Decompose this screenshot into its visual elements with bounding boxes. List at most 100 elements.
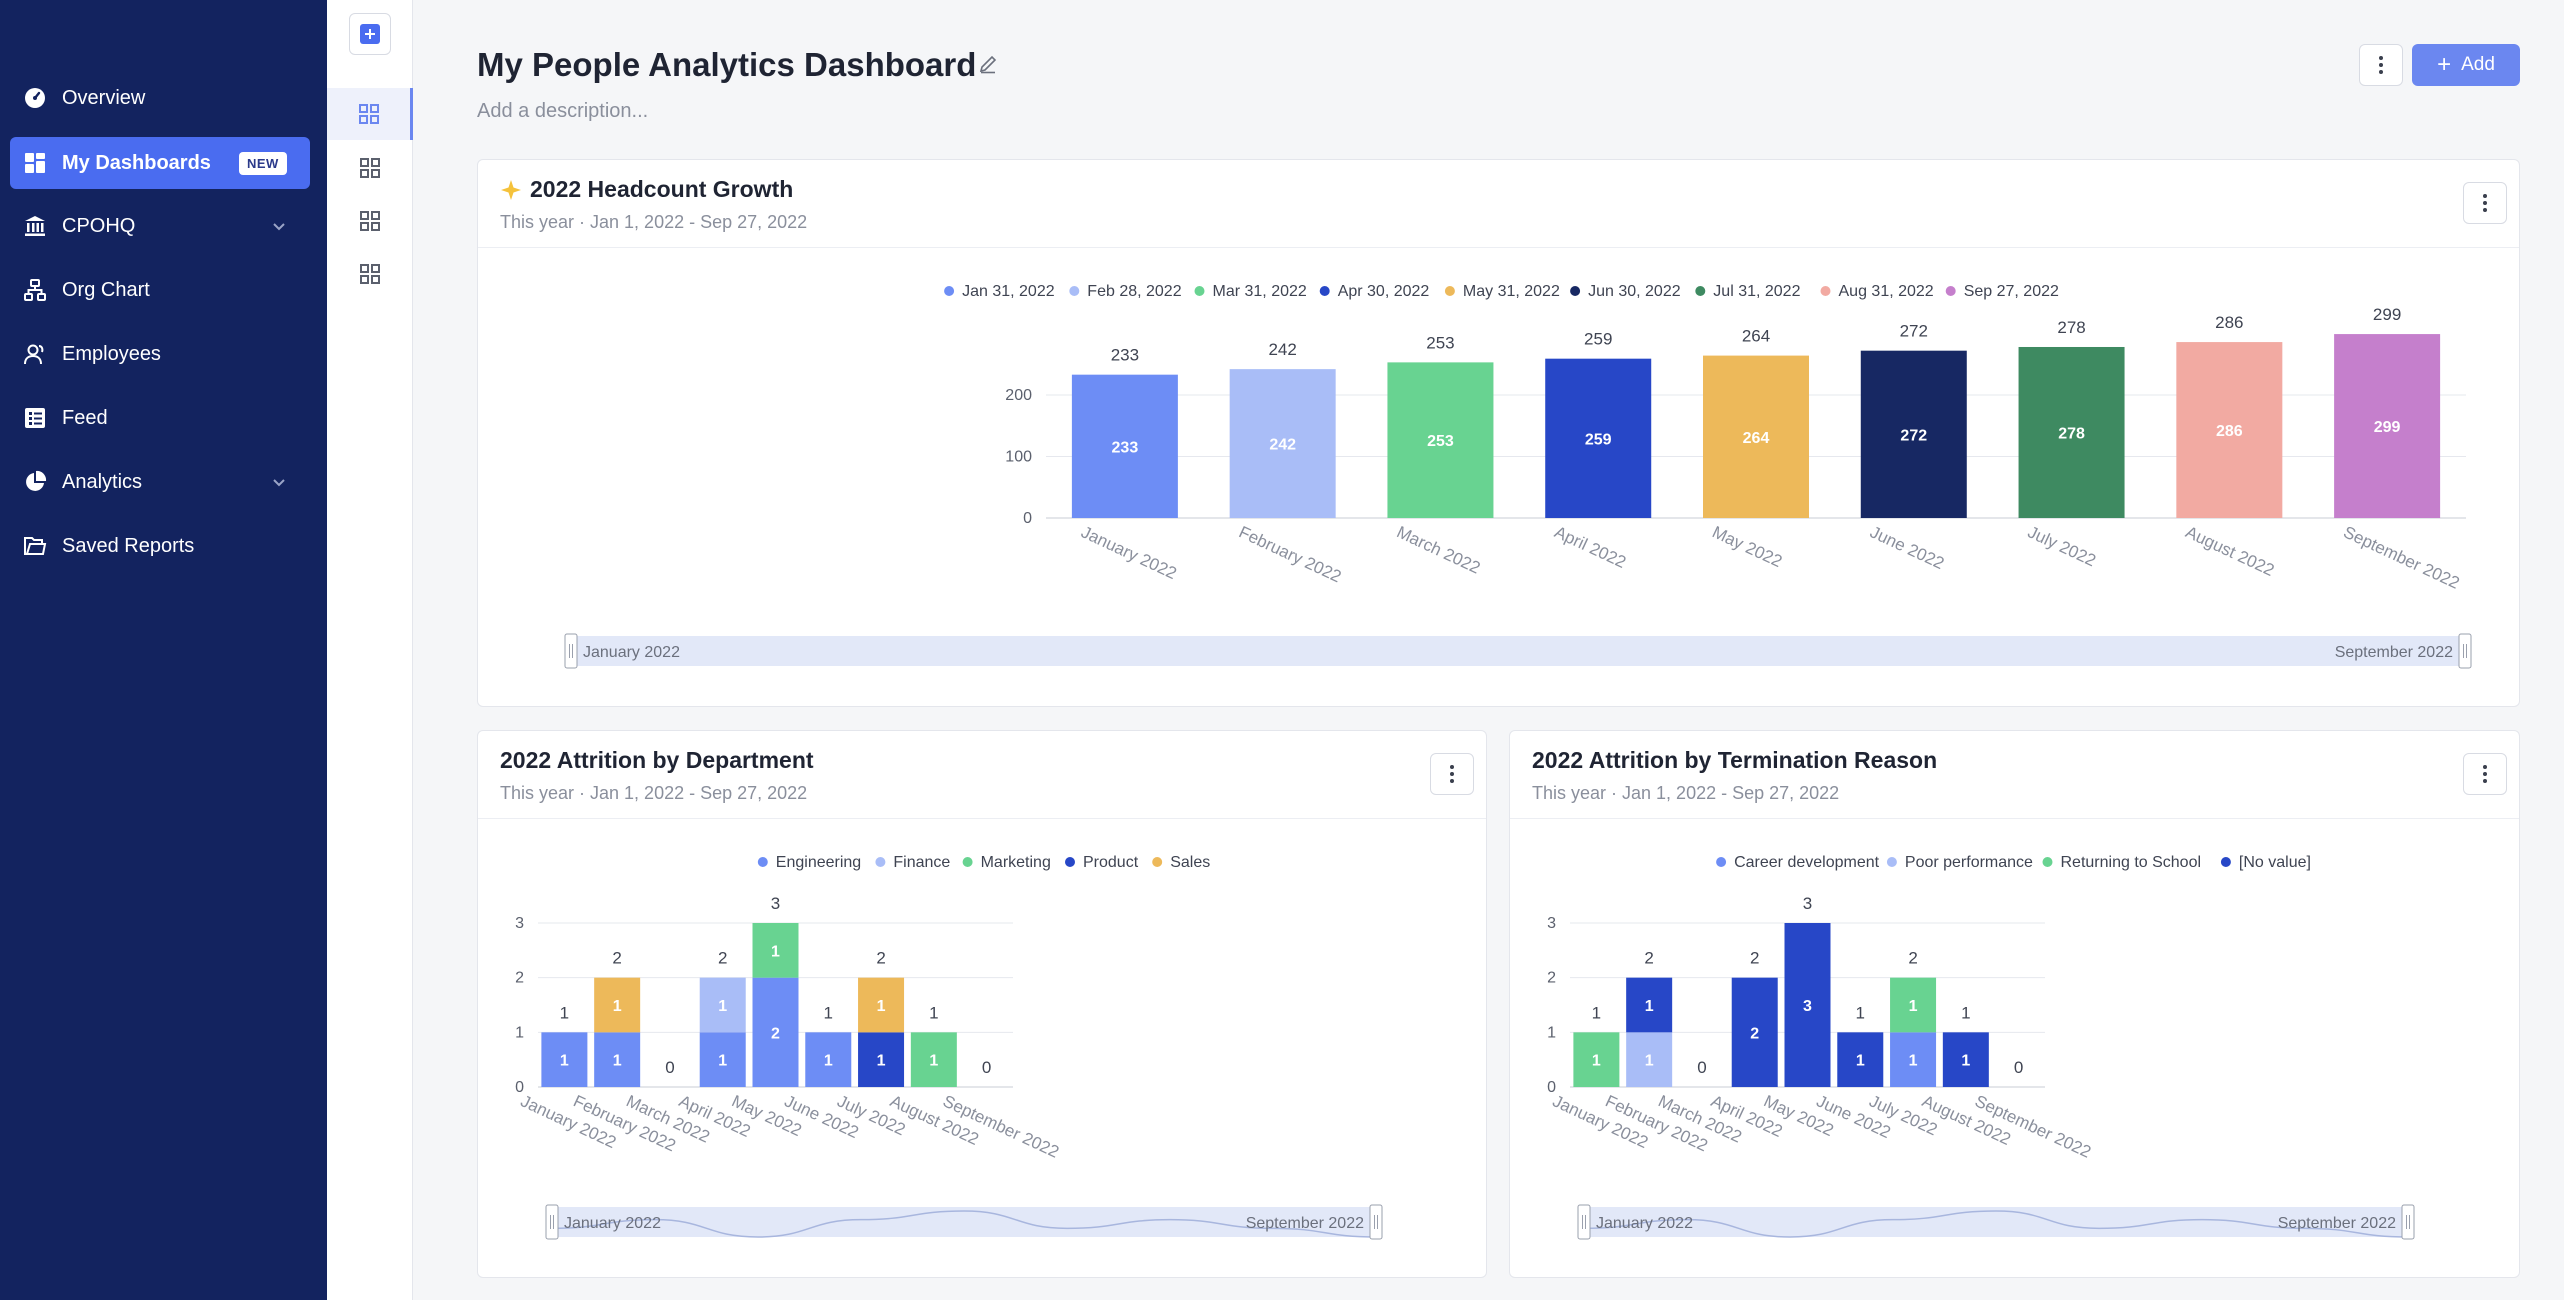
bar [1387, 362, 1494, 518]
legend-dot [1152, 857, 1163, 867]
y-tick-label: 2 [1547, 970, 1556, 987]
attrition-by-department-chart: Engineering Finance Marketing Product Sales 0… [515, 854, 1383, 1240]
x-tick-label: January 2022 [1078, 522, 1179, 583]
card-more-button[interactable] [2463, 753, 2507, 795]
nav-label-overview: Overview [62, 86, 146, 109]
legend-label: Engineering [776, 854, 861, 871]
bar-total-label: 233 [1111, 346, 1139, 365]
bar-segment-label: 1 [613, 998, 622, 1015]
grid-outline-icon [360, 264, 380, 284]
rail-dashboard-2[interactable] [327, 142, 413, 194]
range-slider-track [571, 636, 2465, 666]
bar-total-label: 253 [1426, 333, 1454, 352]
bar-total-label: 0 [2014, 1058, 2023, 1077]
legend-dot [1069, 286, 1080, 296]
description-input[interactable]: Add a description... [477, 100, 649, 122]
bar-segment-label: 1 [1961, 1053, 1970, 1070]
headcount-growth-card: 2022 Headcount Growth This year · Jan 1,… [477, 159, 2520, 707]
folder-icon [22, 533, 48, 559]
gauge-icon [22, 85, 48, 111]
chevron-down-icon[interactable] [270, 473, 288, 491]
bar-inner-label: 299 [2374, 419, 2401, 436]
legend-dot [1820, 286, 1831, 296]
rail-dashboard-3[interactable] [327, 195, 413, 247]
bar-total-label: 299 [2373, 305, 2401, 324]
nav-label-org-chart: Org Chart [62, 278, 150, 301]
bar-total-label: 1 [560, 1003, 569, 1022]
card-title: 2022 Headcount Growth [500, 176, 793, 203]
bar-segment [1626, 1032, 1673, 1087]
nav-item-overview[interactable]: Overview [10, 72, 310, 124]
nav-label-feed: Feed [62, 406, 108, 429]
bar-total-label: 2 [718, 949, 727, 968]
add-widget-button[interactable]: + Add [2412, 44, 2520, 86]
rail-dashboard-4[interactable] [327, 248, 413, 300]
bar-segment [699, 1032, 746, 1087]
nav-item-saved-reports[interactable]: Saved Reports [10, 520, 310, 572]
legend-label: Jul 31, 2022 [1713, 283, 1800, 300]
bar-segment [1784, 923, 1831, 1087]
legend-dot [875, 857, 886, 867]
chevron-down-icon[interactable] [270, 217, 288, 235]
legend-label: Product [1083, 854, 1139, 871]
nav-item-feed[interactable]: Feed [10, 392, 310, 444]
bar-segment [1731, 977, 1778, 1087]
add-widget-label: Add [2461, 54, 2495, 75]
card-more-button[interactable] [2463, 182, 2507, 224]
card-more-button[interactable] [1430, 753, 1474, 795]
plus-square-icon [360, 24, 380, 44]
x-tick-label: June 2022 [1867, 522, 1947, 573]
attrition-by-department-card: 2022 Attrition by Department This year ·… [477, 730, 1487, 1278]
bar-segment-label: 1 [1592, 1053, 1601, 1070]
y-tick-label: 0 [1023, 510, 1032, 527]
bar-segment-label: 3 [1803, 998, 1812, 1015]
bar-segment-label: 1 [771, 943, 780, 960]
bar-segment-label: 1 [1645, 998, 1654, 1015]
y-tick-label: 2 [515, 970, 524, 987]
range-slider-handle[interactable] [2458, 633, 2472, 669]
bar-total-label: 259 [1584, 330, 1612, 349]
x-tick-label: March 2022 [1394, 522, 1483, 577]
legend-label: Finance [893, 854, 950, 871]
y-tick-label: 1 [1547, 1024, 1556, 1041]
bar-segment [594, 1032, 641, 1087]
dashboard-more-button[interactable] [2359, 44, 2403, 86]
grid-outline-icon [360, 211, 380, 231]
card-header: 2022 Headcount Growth This year · Jan 1,… [478, 160, 2519, 248]
bar-segment [805, 1032, 852, 1087]
legend-label: Jun 30, 2022 [1588, 283, 1681, 300]
rail-dashboard-1[interactable] [327, 88, 413, 140]
dashboard-rail [327, 0, 413, 1300]
nav-item-analytics[interactable]: Analytics [10, 456, 310, 508]
bar-total-label: 1 [1961, 1003, 1970, 1022]
bar-segment-label: 1 [877, 1053, 886, 1070]
legend-label: Apr 30, 2022 [1338, 283, 1430, 300]
range-slider-handle[interactable] [1577, 1204, 1591, 1240]
nav-item-my-dashboards[interactable]: My Dashboards NEW [10, 137, 310, 189]
pencil-icon[interactable] [978, 54, 998, 74]
legend-dot [2220, 857, 2231, 867]
nav-item-org-chart[interactable]: Org Chart [10, 264, 310, 316]
attrition-by-reason-chart: Career development Poor performance Return… [1547, 854, 2415, 1240]
card-title-text: 2022 Attrition by Department [500, 747, 814, 773]
range-slider-handle[interactable] [1369, 1204, 1383, 1240]
bar-total-label: 1 [929, 1003, 938, 1022]
bar-inner-label: 253 [1427, 433, 1454, 450]
range-start-label: January 2022 [1596, 1215, 1693, 1232]
legend-dot [1444, 286, 1455, 296]
nav-item-employees[interactable]: Employees [10, 328, 310, 380]
legend-label: Returning to School [2061, 854, 2202, 871]
bar-segment-label: 1 [1645, 1053, 1654, 1070]
bar-segment [1890, 1032, 1937, 1087]
nav-item-cpohq[interactable]: CPOHQ [10, 200, 310, 252]
bar-inner-label: 272 [1900, 427, 1927, 444]
bank-icon [22, 213, 48, 239]
bar-segment-label: 2 [1750, 1025, 1759, 1042]
range-slider-handle[interactable] [564, 633, 578, 669]
range-slider-handle[interactable] [2401, 1204, 2415, 1240]
headcount-growth-chart: Jan 31, 2022 Feb 28, 2022 Mar 31, 2022 Apr … [564, 283, 2472, 669]
legend-dot [1065, 857, 1075, 867]
card-subtitle: This year · Jan 1, 2022 - Sep 27, 2022 [500, 783, 808, 803]
new-dashboard-button[interactable] [349, 13, 391, 55]
range-slider-handle[interactable] [545, 1204, 559, 1240]
